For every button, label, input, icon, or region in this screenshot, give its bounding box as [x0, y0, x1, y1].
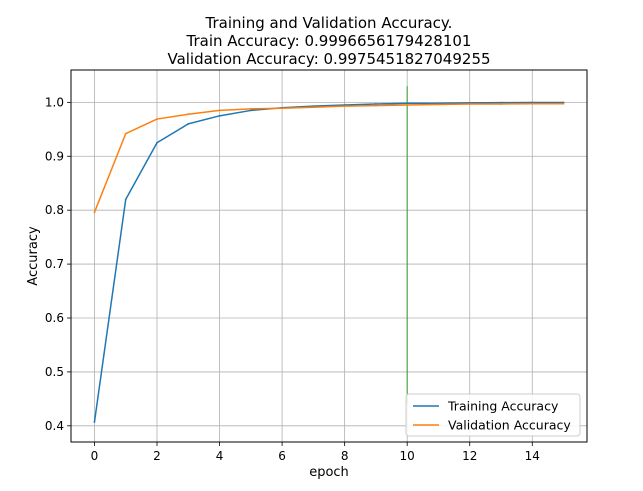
data-point	[500, 103, 502, 105]
chart-title: Training and Validation Accuracy. Train …	[167, 14, 490, 68]
data-point	[406, 102, 409, 105]
x-tick-label: 10	[400, 449, 415, 463]
data-point	[218, 114, 221, 117]
data-point	[156, 141, 158, 144]
data-point	[531, 102, 534, 105]
data-point	[93, 421, 96, 423]
legend: Training Accuracy Validation Accuracy	[405, 393, 581, 437]
data-point	[124, 198, 127, 201]
data-point	[93, 211, 96, 214]
legend-label: Training Accuracy	[447, 399, 559, 414]
tick-layer: 0 2 4 6 8 10 12 14 0.4 0.5 0.6 0.7 0.8 0.9 1.0	[45, 95, 540, 463]
plot-frame	[70, 69, 588, 443]
y-tick-label: 0.6	[45, 311, 64, 325]
grid-layer	[71, 70, 587, 442]
data-point	[187, 123, 190, 125]
series-layer	[93, 101, 565, 423]
data-point	[375, 103, 377, 105]
data-point	[156, 118, 158, 120]
y-tick-label: 1.0	[45, 95, 64, 109]
data-point	[468, 103, 471, 105]
x-axis-label: epoch	[309, 465, 349, 480]
data-point	[249, 107, 252, 110]
data-point	[562, 102, 565, 105]
y-tick-label: 0.7	[45, 257, 64, 271]
x-tick-label: 2	[153, 449, 161, 463]
data-point	[218, 109, 221, 112]
y-tick-label: 0.5	[45, 365, 64, 379]
data-point	[437, 103, 440, 106]
y-axis-label: Accuracy	[26, 226, 41, 286]
series-line-validation-accuracy	[93, 102, 564, 213]
y-tick-label: 0.8	[45, 203, 64, 217]
legend-box	[405, 393, 581, 437]
data-point	[187, 113, 190, 116]
data-point	[249, 109, 252, 112]
x-tick-label: 8	[341, 449, 349, 463]
series-line-training-accuracy	[93, 101, 564, 423]
data-point	[124, 132, 127, 135]
x-tick-label: 0	[91, 449, 99, 463]
legend-label: Validation Accuracy	[448, 418, 571, 433]
title-line-2: Train Accuracy: 0.9996656179428101	[186, 32, 472, 50]
title-line-3: Validation Accuracy: 0.9975451827049255	[167, 50, 490, 68]
y-tick-label: 0.4	[45, 419, 64, 433]
data-point	[281, 107, 283, 110]
x-tick-label: 4	[216, 449, 224, 463]
title-line-1: Training and Validation Accuracy.	[205, 14, 453, 32]
x-tick-label: 14	[525, 449, 540, 463]
y-tick-label: 0.9	[45, 149, 64, 163]
data-point	[312, 106, 315, 109]
data-point	[406, 104, 409, 106]
data-point	[500, 101, 502, 104]
data-point	[343, 105, 346, 108]
x-tick-label: 12	[462, 449, 477, 463]
x-tick-label: 6	[278, 449, 286, 463]
data-point	[375, 104, 377, 107]
